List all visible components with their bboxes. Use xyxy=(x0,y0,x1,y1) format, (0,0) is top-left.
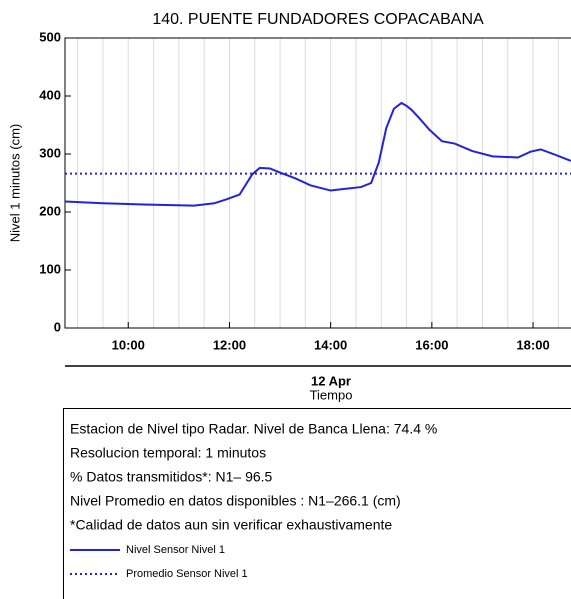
x-tick-label: 18:00 xyxy=(516,337,549,352)
note: % Datos transmitidos*: N1– 96.5 xyxy=(70,469,273,485)
x-tick-label: 14:00 xyxy=(314,337,347,352)
x-tick-label: 10:00 xyxy=(112,337,145,352)
legend-box xyxy=(63,408,571,599)
legend-label: Promedio Sensor Nivel 1 xyxy=(126,568,248,580)
note: Estacion de Nivel tipo Radar. Nivel de B… xyxy=(70,421,437,437)
y-tick-label: 400 xyxy=(39,87,61,102)
note: Nivel Promedio en datos disponibles : N1… xyxy=(70,493,401,509)
y-tick-label: 200 xyxy=(39,203,61,218)
x-axis-label: Tiempo xyxy=(310,387,353,402)
x-date-label: 12 Apr xyxy=(311,373,351,388)
y-tick-label: 500 xyxy=(39,29,61,44)
x-tick-label: 12:00 xyxy=(213,337,246,352)
y-tick-label: 0 xyxy=(54,319,61,334)
chart-title: 140. PUENTE FUNDADORES COPACABANA xyxy=(152,11,484,28)
plot-frame xyxy=(64,37,571,329)
y-tick-label: 100 xyxy=(39,261,61,276)
legend-label: Nivel Sensor Nivel 1 xyxy=(126,544,225,556)
y-axis-label: Nivel 1 minutos (cm) xyxy=(7,124,22,242)
x-tick-label: 16:00 xyxy=(415,337,448,352)
note: *Calidad de datos aun sin verificar exha… xyxy=(70,517,392,533)
line xyxy=(64,101,571,207)
note: Resolucion temporal: 1 minutos xyxy=(70,445,266,461)
y-tick-label: 300 xyxy=(39,145,61,160)
